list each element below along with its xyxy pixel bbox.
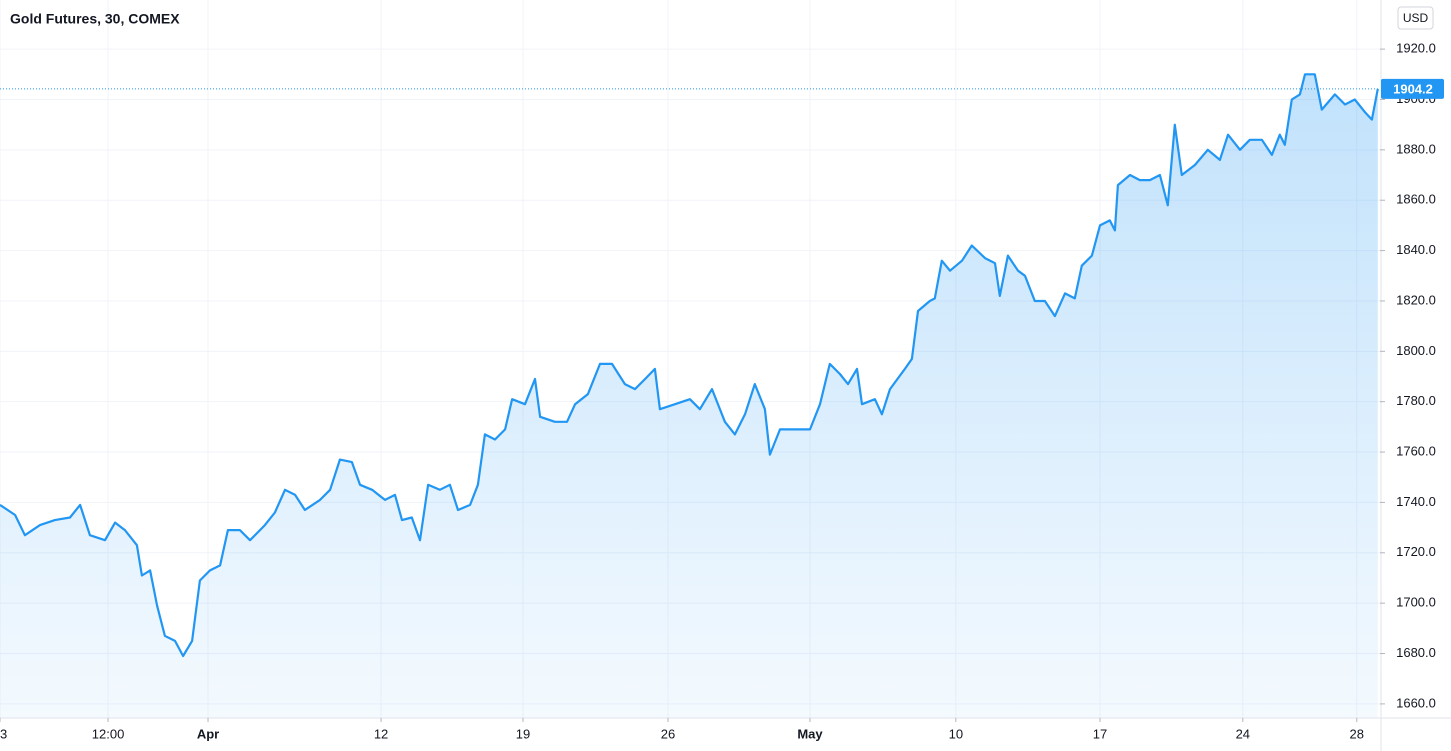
x-tick-label: 24 bbox=[1236, 726, 1250, 741]
x-tick-label: Apr bbox=[197, 726, 219, 741]
y-tick-label: 1840.0 bbox=[1396, 242, 1436, 257]
x-tick-label: 28 bbox=[1350, 726, 1364, 741]
chart-title: Gold Futures, 30, COMEX bbox=[10, 11, 180, 27]
x-tick-label: May bbox=[797, 726, 823, 741]
y-tick-label: 1680.0 bbox=[1396, 645, 1436, 660]
x-tick-label: 12 bbox=[374, 726, 388, 741]
last-price-tag bbox=[1381, 78, 1444, 99]
last-price-label: 1904.2 bbox=[1393, 81, 1433, 96]
y-tick-label: 1700.0 bbox=[1396, 595, 1436, 610]
x-tick-label: 19 bbox=[516, 726, 530, 741]
price-area bbox=[0, 74, 1378, 719]
currency-box[interactable] bbox=[1397, 6, 1434, 30]
x-tick-label: 17 bbox=[1093, 726, 1107, 741]
currency-label[interactable]: USD bbox=[1403, 11, 1429, 25]
y-tick-label: 1660.0 bbox=[1396, 695, 1436, 710]
x-tick-label: 23 bbox=[0, 726, 7, 741]
y-tick-label: 1780.0 bbox=[1396, 393, 1436, 408]
y-tick-label: 1740.0 bbox=[1396, 494, 1436, 509]
y-tick-label: 1860.0 bbox=[1396, 192, 1436, 207]
x-tick-label: 12:00 bbox=[92, 726, 125, 741]
y-tick-label: 1880.0 bbox=[1396, 141, 1436, 156]
y-tick-label: 1720.0 bbox=[1396, 544, 1436, 559]
x-tick-label: 26 bbox=[661, 726, 675, 741]
y-tick-label: 1760.0 bbox=[1396, 443, 1436, 458]
y-tick-label: 1800.0 bbox=[1396, 343, 1436, 358]
x-tick-label: 10 bbox=[949, 726, 963, 741]
y-tick-label: 1920.0 bbox=[1396, 41, 1436, 56]
y-tick-label: 1820.0 bbox=[1396, 292, 1436, 307]
price-line bbox=[0, 73, 1379, 658]
